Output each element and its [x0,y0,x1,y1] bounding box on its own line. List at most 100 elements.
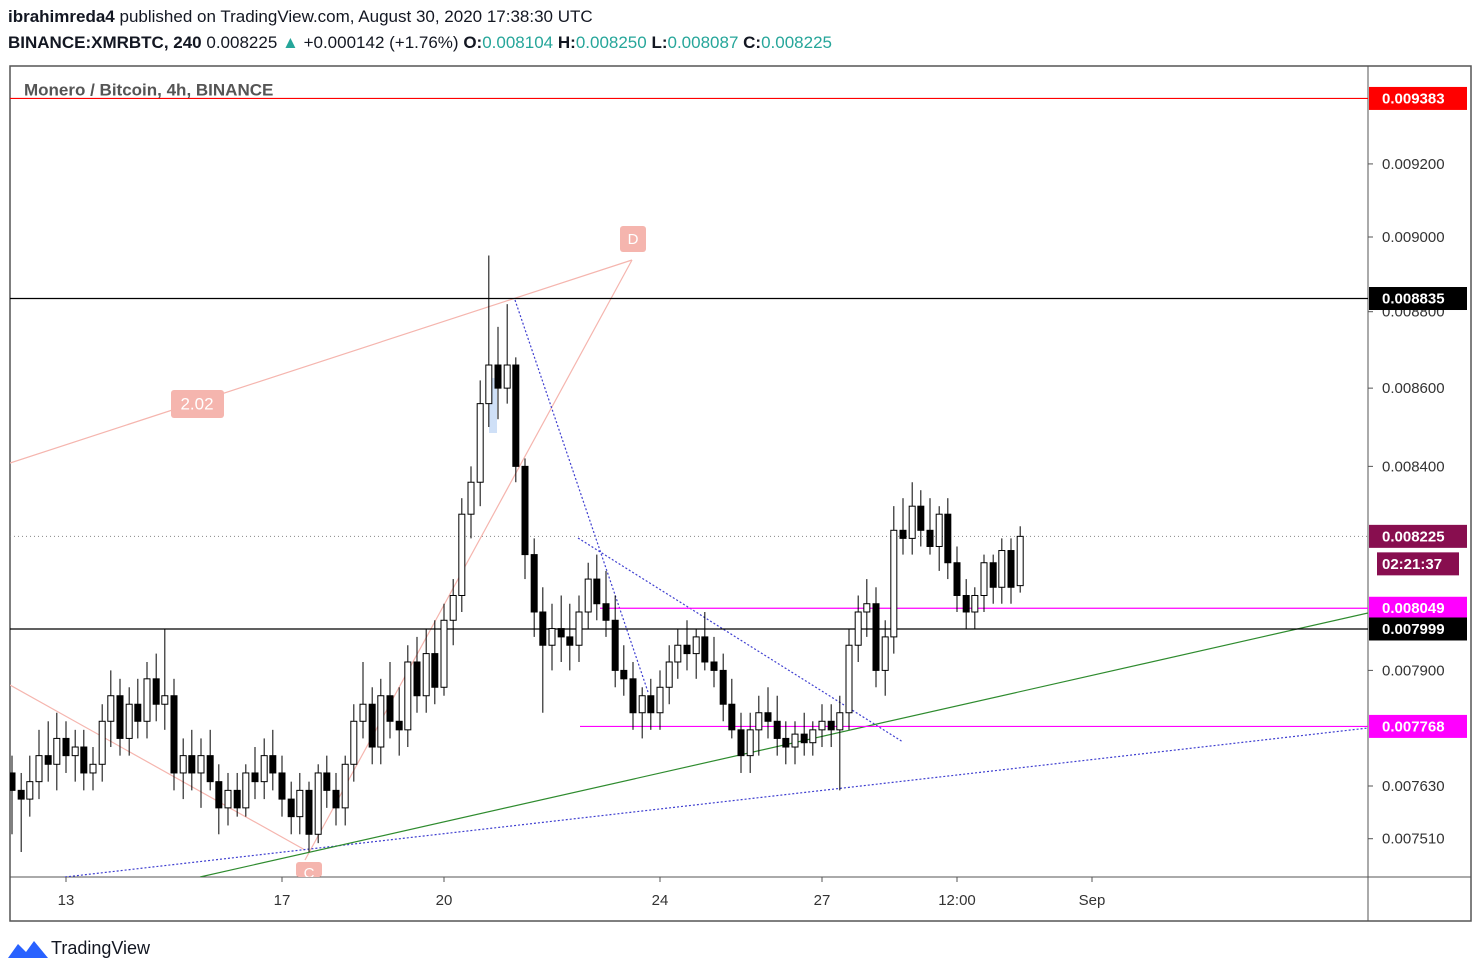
candle-body [683,644,691,655]
logo [8,941,48,958]
price-label-box [1369,617,1467,641]
y-tick-label: 0.007630 [1382,778,1445,795]
candle-body [620,669,628,680]
ohlc-label: H: [558,33,576,52]
change: +0.000142 (+1.76%) [304,33,459,52]
candle-body [629,678,637,714]
candle-body [80,746,88,774]
candle-body [728,703,736,731]
ohlc-label: O: [463,33,482,52]
candle-body [161,695,169,705]
ohlc-label: C: [743,33,761,52]
candle-body [899,529,907,539]
y-tick-label: 0.007900 [1382,662,1445,679]
candle-body [800,733,808,744]
candle-body [449,594,457,621]
candle-body [584,578,592,613]
candle-body [440,619,448,688]
candle-body [278,772,286,800]
candle-body [413,661,421,697]
candle-body [881,636,889,671]
footer: TradingView [8,938,151,958]
candle-body [836,712,844,731]
candle-body [134,703,142,722]
candle-body [431,653,439,688]
trend-line [514,299,649,693]
candle-body [197,755,205,774]
candle-body [755,712,763,731]
candle-body [764,712,772,722]
candle-body [323,772,331,791]
candle-body [17,789,25,800]
candle-body [566,636,574,646]
x-tick-label: 24 [652,892,669,909]
annotation: D [628,231,639,248]
price-label: 0.008835 [1382,290,1445,307]
candle-body [845,644,853,714]
candle-body [62,737,70,757]
candle-body [125,703,133,739]
candle-body [989,562,997,588]
candle-body [548,628,556,646]
annotation-box [171,390,224,418]
price-label-box [1369,714,1467,738]
candle-body [494,364,502,389]
candle-body [557,628,565,638]
pattern-line [10,684,306,851]
candle-body [944,513,952,564]
candle-body [332,789,340,809]
candle-body [647,695,655,714]
brand: TradingView [51,938,151,958]
candle-body [701,636,709,663]
ohlc-value: 0.008225 [761,33,832,52]
candle-body [980,562,988,596]
annotation-box [620,226,646,252]
candle-body [10,772,16,791]
candle-body [665,661,673,688]
countdown-box [1377,552,1459,576]
symbol: BINANCE:XMRBTC, 240 [8,33,202,52]
price-label: 0.009383 [1382,90,1445,107]
y-tick-label: 0.008400 [1382,458,1445,475]
candle-body [890,529,898,638]
candle-body [242,772,250,809]
candle-body [350,720,358,765]
x-tick-label: 27 [814,892,831,909]
candle-body [305,789,313,835]
candle-body [224,789,232,809]
candle-body [476,403,484,483]
y-tick-label: 0.007510 [1382,831,1445,848]
candle-body [287,798,295,818]
annotation: 2.02 [180,394,213,413]
candle-body [260,755,268,783]
candle-body [170,695,178,774]
candle-body [269,755,277,774]
candle-body [611,619,619,671]
candle-body [935,513,943,547]
publish-line: ibrahimreda4 published on TradingView.co… [8,7,593,26]
candle-body [782,737,790,748]
candle-body [872,603,880,671]
candle-body [737,729,745,757]
candle-body [827,720,835,731]
candle-body [179,755,187,774]
ohlc-value: 0.008250 [576,33,647,52]
trend-line [64,727,1368,877]
candle-body [746,729,754,757]
candle-body [26,781,34,800]
candle-body [107,695,115,722]
x-tick-label: Sep [1079,892,1106,909]
candle-body [575,611,583,646]
annotation-labels: Monero / Bitcoin, 4h, BINANCE D C 2.02 [24,80,646,877]
candle-body [152,678,160,705]
candles [10,255,1024,853]
candle-body [602,603,610,621]
price-label: 0.008049 [1382,600,1445,617]
price-label-box [1369,287,1467,311]
price-lines [10,97,1368,728]
candle-body [206,755,214,783]
candle-body [377,695,385,748]
pattern-line [304,259,633,861]
candle-body [926,529,934,547]
user: ibrahimreda4 [8,7,115,26]
